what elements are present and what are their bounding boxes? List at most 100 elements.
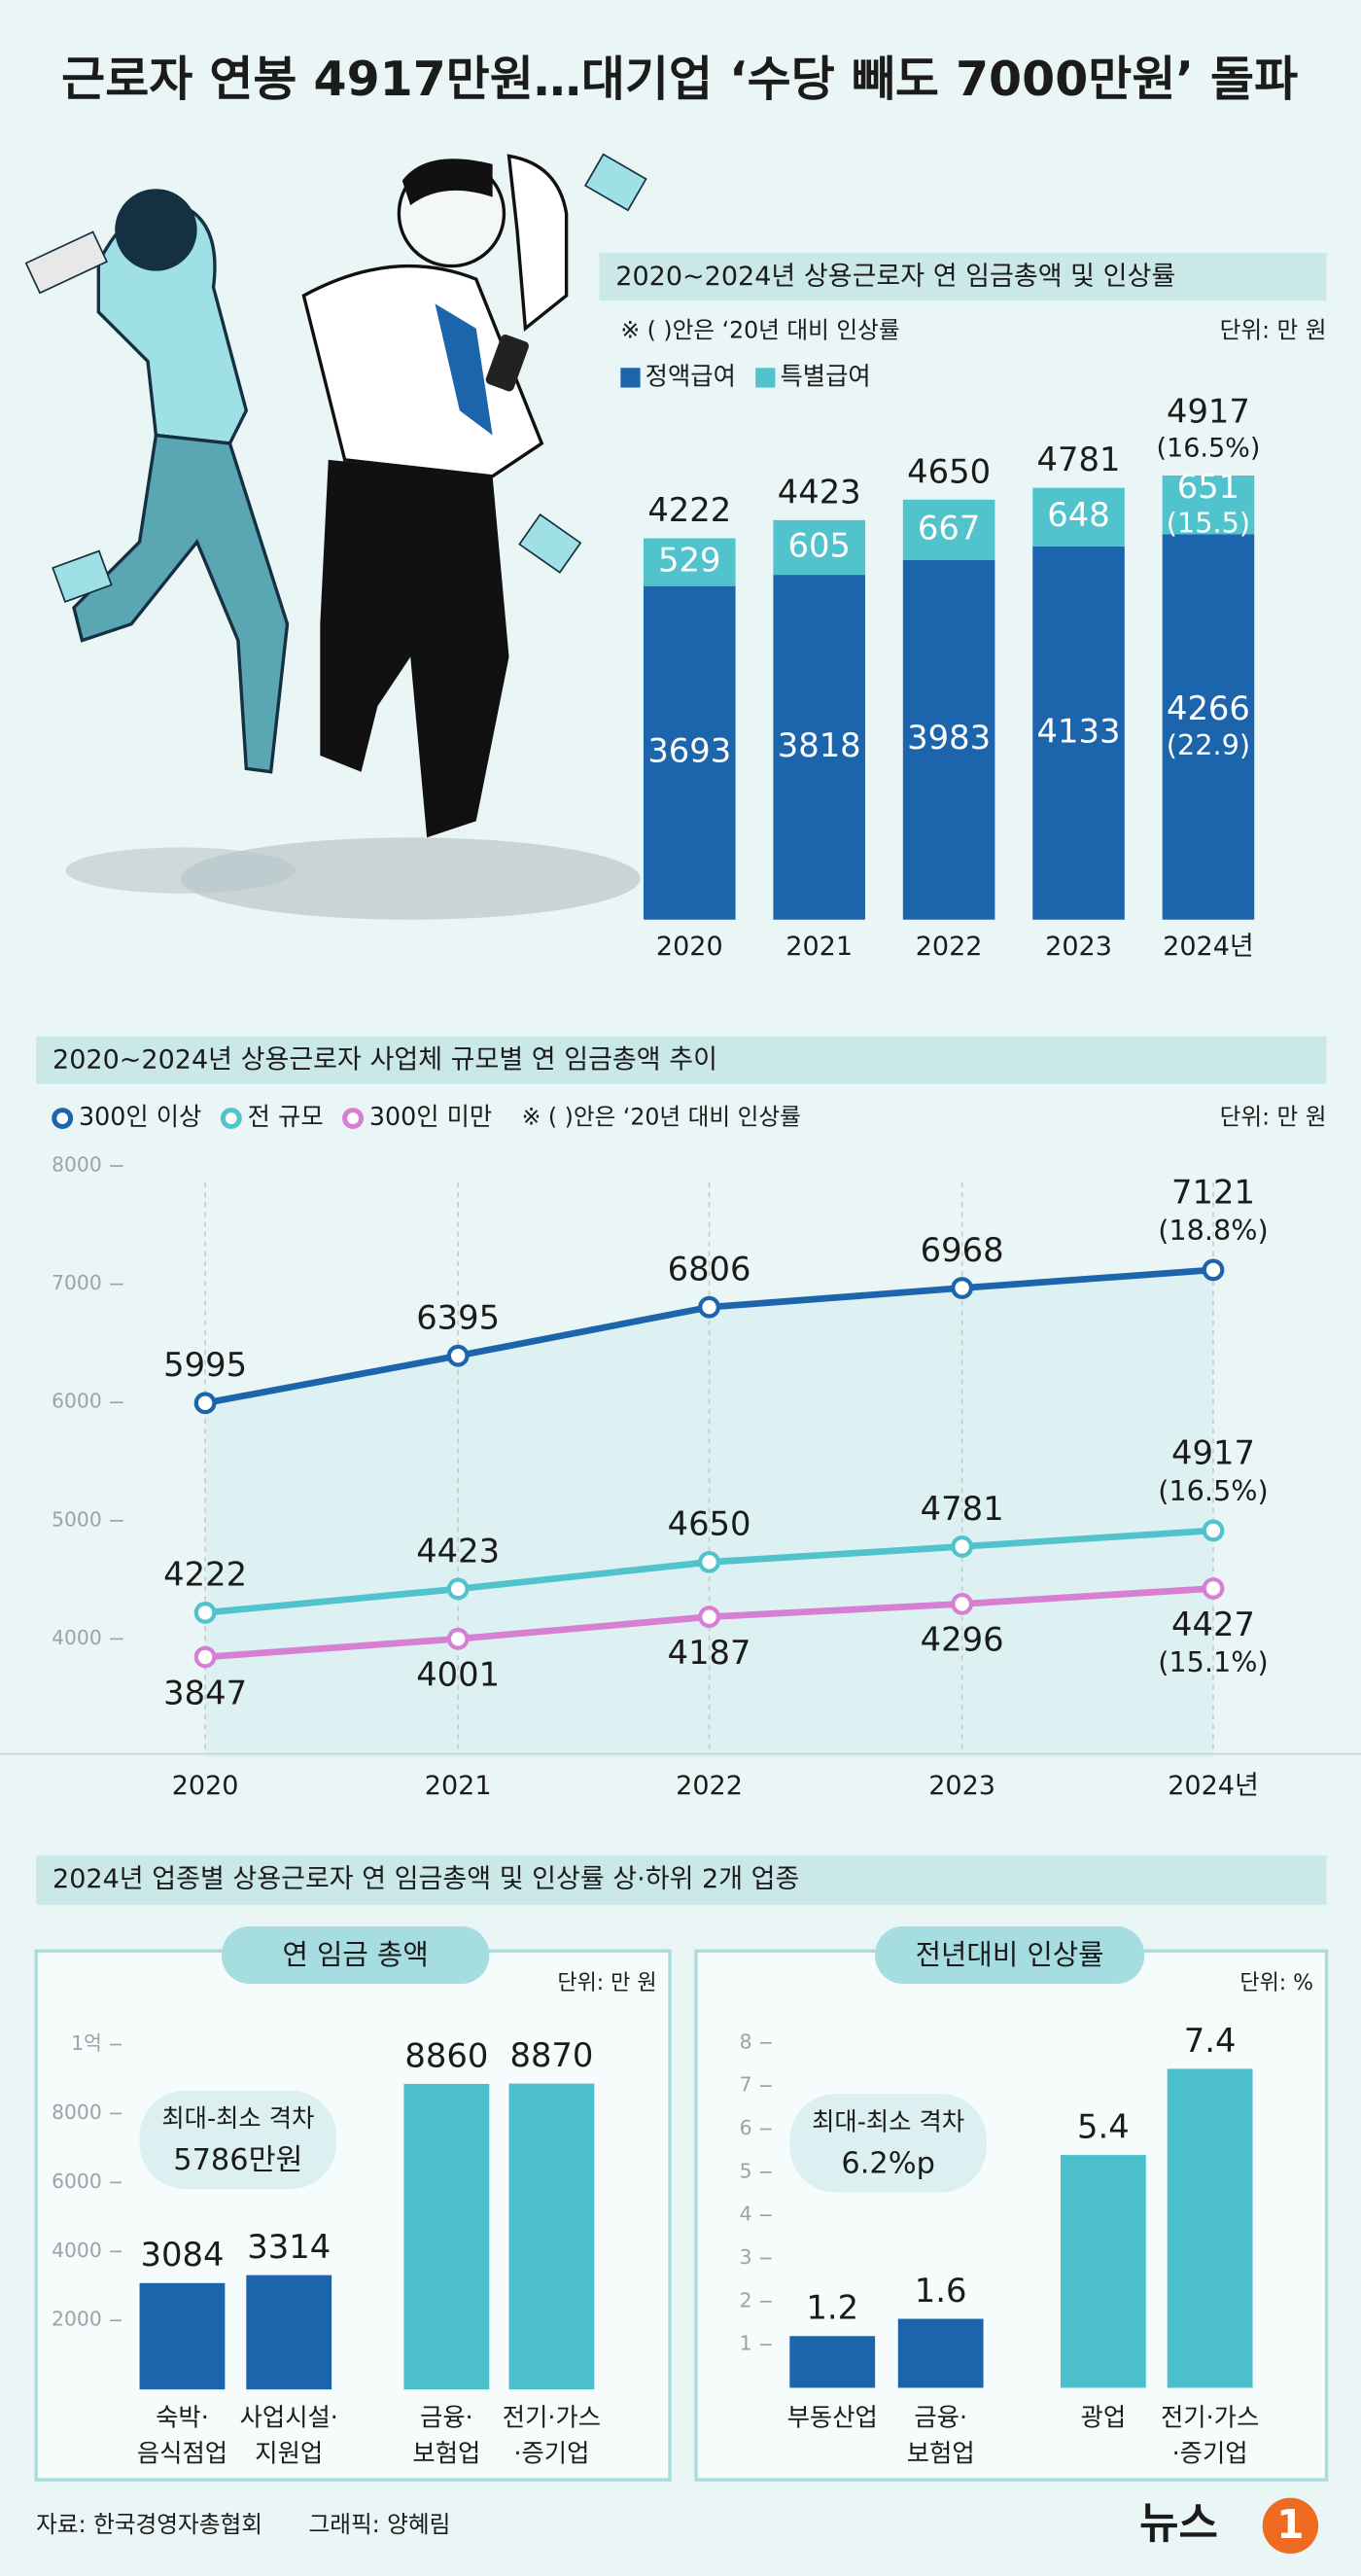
- point: [951, 1277, 974, 1299]
- total-label: 4423: [778, 473, 861, 511]
- chart-title: 2020~2024년 상용근로자 연 임금총액 및 인상률: [615, 262, 1175, 292]
- x-tick-label: 지원업: [255, 2439, 323, 2468]
- value-label: 3847: [163, 1674, 247, 1711]
- annotation-box: [139, 2090, 337, 2190]
- value-label: 8860: [404, 2036, 488, 2074]
- panel-title: 전년대비 인상률: [916, 1938, 1104, 1971]
- bar: [139, 2282, 226, 2390]
- value-label: 6806: [668, 1251, 751, 1288]
- value-label: 4296: [921, 1621, 1004, 1659]
- value-label: 1.2: [806, 2289, 858, 2327]
- chart-note: ※ ( )안은 ‘20년 대비 인상률: [620, 317, 899, 344]
- bar: [897, 2318, 984, 2388]
- bar: [246, 2275, 332, 2390]
- legend-label: 300인 미만: [369, 1102, 492, 1131]
- x-tick-label: 전기·가스: [1161, 2403, 1259, 2432]
- value-label: 605: [787, 526, 850, 564]
- change-label: (15.1%): [1158, 1645, 1269, 1678]
- x-tick-label: 숙박·: [156, 2403, 209, 2432]
- panel-title-pill: [221, 1925, 490, 1985]
- change-label: (22.9): [1167, 728, 1250, 761]
- point: [951, 1535, 974, 1558]
- credit: 그래픽: 양혜림: [308, 2511, 450, 2538]
- x-tick-label: 금융·: [420, 2403, 473, 2432]
- bar: [508, 2083, 595, 2390]
- point: [193, 1601, 217, 1624]
- x-tick-label: ·증기업: [1172, 2439, 1248, 2468]
- y-tick-label: 2000: [52, 2308, 102, 2331]
- x-tick-label: 음식점업: [137, 2439, 227, 2468]
- value-label: 3314: [247, 2228, 331, 2266]
- legend-label: 전 규모: [248, 1102, 324, 1131]
- logo-number: 1: [1276, 2501, 1304, 2548]
- value-label: 3983: [907, 719, 991, 757]
- point: [1202, 1519, 1225, 1542]
- point: [951, 1592, 974, 1615]
- logo-badge: [1262, 2497, 1319, 2555]
- value-label: 5.4: [1077, 2108, 1130, 2146]
- chart-title: 2020~2024년 상용근로자 사업체 규모별 연 임금총액 추이: [52, 1044, 717, 1075]
- value-label: 648: [1047, 496, 1109, 534]
- value-label: 651: [1177, 468, 1239, 506]
- annotation-text: 5786만원: [173, 2143, 302, 2177]
- point: [698, 1295, 720, 1319]
- value-label: 3084: [140, 2236, 224, 2274]
- point: [446, 1627, 470, 1650]
- change-label: (15.5): [1167, 507, 1250, 540]
- x-tick-label: 2024년: [1168, 1771, 1259, 1801]
- value-label: 4650: [668, 1505, 751, 1543]
- legend-marker: [342, 1108, 365, 1130]
- value-label: 8870: [509, 2036, 593, 2074]
- legend-label: 300인 이상: [79, 1102, 201, 1131]
- y-tick-label: 8000: [52, 2100, 102, 2124]
- change-label: (18.8%): [1158, 1214, 1269, 1247]
- x-tick-label: 부동산업: [787, 2403, 878, 2432]
- unit-label: 단위: 만 원: [1220, 1104, 1327, 1131]
- bar: [789, 2336, 876, 2388]
- value-label: 3818: [778, 726, 861, 764]
- value-label: 7.4: [1184, 2022, 1237, 2060]
- annotation-box: [789, 2094, 987, 2193]
- bar-segment: [1162, 476, 1255, 535]
- bar-segment: [1032, 487, 1125, 547]
- x-tick-label: 2022: [916, 932, 983, 962]
- value-label: 529: [658, 542, 720, 580]
- y-tick-label: 2: [740, 2288, 752, 2311]
- y-tick-label: 7000: [52, 1271, 102, 1294]
- bar-segment: [1162, 534, 1255, 920]
- x-tick-label: 전기·가스: [503, 2403, 601, 2432]
- value-label: 4423: [416, 1532, 500, 1570]
- legend-label: 정액급여: [646, 361, 736, 390]
- legend-swatch: [620, 368, 641, 388]
- legend-label: 특별급여: [781, 361, 871, 390]
- x-tick-label: 보험업: [412, 2439, 480, 2468]
- bar-segment: [1032, 546, 1125, 920]
- value-label: 7121: [1171, 1174, 1255, 1212]
- x-tick-label: 2023: [1045, 932, 1112, 962]
- y-tick-label: 1억: [71, 2031, 102, 2055]
- y-tick-label: 6: [740, 2116, 752, 2139]
- x-tick-label: 보험업: [907, 2439, 975, 2468]
- x-tick-label: 2021: [785, 932, 853, 962]
- unit-label: 단위: %: [1239, 1971, 1313, 1995]
- annotation-text: 최대-최소 격차: [161, 2103, 314, 2133]
- bar-segment: [902, 559, 995, 920]
- x-tick-label: 2024년: [1163, 932, 1254, 962]
- y-tick-label: 1: [740, 2332, 752, 2355]
- point: [446, 1577, 470, 1601]
- total-label: 4222: [647, 491, 731, 529]
- value-label: 4266: [1167, 689, 1250, 727]
- bar: [1167, 2068, 1253, 2388]
- value-label: 4187: [668, 1634, 751, 1672]
- unit-label: 단위: 만 원: [1220, 317, 1327, 344]
- y-tick-label: 4000: [52, 1626, 102, 1649]
- y-tick-label: 4: [740, 2203, 752, 2226]
- chart-note: ※ ( )안은 ‘20년 대비 인상률: [522, 1104, 801, 1131]
- legend-marker: [220, 1108, 242, 1130]
- bar-segment: [644, 538, 736, 586]
- legend-swatch: [755, 368, 776, 388]
- section-header: [599, 253, 1327, 301]
- x-tick-label: 광업: [1081, 2403, 1127, 2432]
- value-label: 4001: [416, 1656, 500, 1694]
